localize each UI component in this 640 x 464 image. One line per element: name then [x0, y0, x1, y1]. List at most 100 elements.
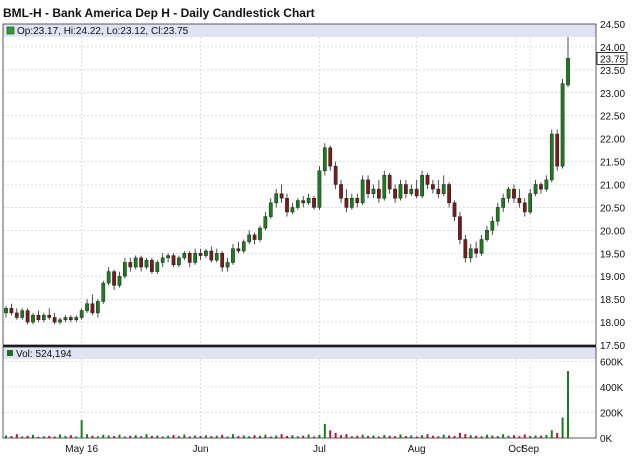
- volume-bar: [507, 435, 510, 438]
- vol-tick-label: 600K: [600, 357, 624, 368]
- volume-bar: [567, 371, 569, 438]
- candle-body: [274, 193, 279, 204]
- volume-bar: [556, 432, 559, 438]
- candle-body: [447, 184, 451, 204]
- volume-bar: [372, 435, 375, 438]
- volume-bar: [248, 436, 251, 438]
- volume-bar: [5, 435, 7, 438]
- volume-bar: [394, 436, 397, 438]
- volume-bar: [48, 435, 51, 438]
- y-tick-label: 22.50: [600, 112, 625, 123]
- volume-bar: [404, 435, 407, 438]
- volume-bar: [437, 436, 440, 438]
- volume-bar: [545, 434, 548, 438]
- volume-bar: [367, 435, 370, 438]
- candle-body: [90, 303, 95, 314]
- volume-bar: [291, 435, 294, 438]
- volume-bar: [134, 435, 137, 438]
- volume-bar: [550, 430, 553, 438]
- volume-bar: [534, 435, 537, 438]
- candle-body: [398, 184, 403, 199]
- candle-body: [85, 303, 89, 311]
- candle-body: [155, 262, 160, 272]
- y-tick-label: 20.50: [600, 203, 625, 214]
- volume-bar: [361, 434, 364, 438]
- candle-body: [247, 234, 252, 243]
- candle-body: [339, 184, 343, 199]
- volume-bar: [91, 435, 94, 438]
- volume-bar: [475, 435, 478, 438]
- candle-body: [58, 319, 62, 323]
- candle-body: [117, 275, 122, 286]
- y-tick-label: 21.00: [600, 181, 625, 192]
- volume-bar: [231, 434, 234, 438]
- candle-body: [133, 257, 138, 268]
- volume-bar: [199, 435, 202, 438]
- vol-tick-label: 200K: [600, 408, 624, 419]
- candle-body: [128, 262, 133, 268]
- volume-bar: [469, 435, 472, 438]
- candle-body: [317, 170, 322, 208]
- volume-bar: [59, 434, 62, 438]
- candle-body: [560, 83, 565, 167]
- volume-bar: [356, 435, 359, 438]
- volume-bar: [302, 435, 305, 438]
- x-tick-label: Jul: [313, 444, 326, 455]
- volume-bar: [129, 435, 132, 438]
- volume-bar: [210, 436, 213, 438]
- y-tick-label: 23.50: [600, 66, 625, 77]
- candle-body: [328, 147, 333, 167]
- volume-bar: [318, 434, 321, 438]
- candle-body: [236, 248, 241, 252]
- y-tick-label: 24.00: [600, 43, 625, 54]
- volume-bar: [399, 434, 402, 438]
- volume-bar: [421, 435, 424, 438]
- candle-body: [506, 188, 511, 199]
- candle-body: [376, 188, 381, 199]
- volume-bar: [69, 435, 72, 438]
- volume-bar: [86, 434, 89, 438]
- candle-body: [123, 262, 127, 277]
- candle-body: [41, 314, 46, 321]
- volume-bar: [123, 436, 126, 438]
- volume-bar: [21, 436, 24, 438]
- candle-body: [544, 179, 549, 190]
- candles: [4, 36, 570, 325]
- volume-bar: [226, 436, 229, 438]
- volume-bar: [275, 435, 278, 438]
- candle-body: [425, 175, 430, 185]
- volume-bar: [539, 435, 542, 438]
- candle-body: [74, 317, 79, 321]
- volume-bar: [388, 435, 391, 438]
- candle-body: [349, 198, 354, 208]
- volume-bar: [156, 435, 159, 438]
- y-tick-label: 18.00: [600, 318, 625, 329]
- candle-body: [344, 198, 349, 208]
- candle-body: [144, 259, 149, 268]
- candle-body: [474, 248, 479, 254]
- candle-body: [371, 188, 376, 194]
- price-frame: [2, 23, 597, 346]
- candle-body: [79, 310, 84, 318]
- volume-bar: [32, 434, 35, 438]
- volume-bar: [188, 436, 191, 438]
- x-tick-label: Jun: [192, 444, 208, 455]
- up-swatch: [6, 26, 15, 35]
- candle-body: [177, 257, 181, 266]
- candle-body: [441, 184, 446, 194]
- volume-bar: [464, 434, 467, 438]
- volume-bar: [242, 435, 245, 438]
- volume-bar: [491, 435, 494, 438]
- volume-bar: [323, 423, 326, 438]
- candle-body: [555, 133, 560, 167]
- volume-bar: [237, 435, 240, 438]
- volume-bar: [410, 435, 413, 438]
- candle-body: [290, 207, 295, 213]
- volume-bar: [140, 436, 143, 438]
- volume-bar: [26, 435, 29, 438]
- volume-bar: [448, 435, 451, 438]
- y-tick-label: 23.00: [600, 89, 625, 100]
- candle-body: [47, 314, 52, 318]
- volume-bar: [161, 436, 164, 438]
- volume-bar: [426, 434, 429, 438]
